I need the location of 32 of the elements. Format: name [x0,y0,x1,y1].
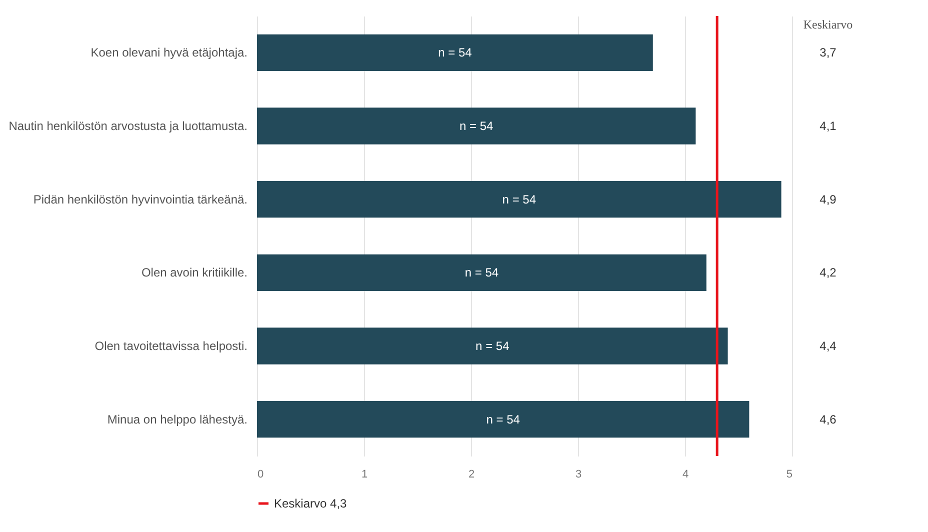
data-label: 4,4 [820,339,837,353]
y-tick-label: Olen avoin kritiikille. [141,266,248,280]
data-label: 4,9 [820,192,837,206]
annotation: n = 54 [464,266,499,280]
x-tick-label: 5 [786,468,792,480]
y-tick-label: Pidän henkilöstön hyvinvointia tärkeänä. [33,192,248,206]
data-label: 4,2 [820,266,837,280]
y-tick-label: Nautin henkilöstön arvostusta ja luottamusta. [8,119,248,133]
x-tick-label: 1 [361,468,368,480]
bar [257,254,706,291]
bar [257,34,653,71]
x-tick-label: 4 [682,468,689,480]
y-tick-label: Koen olevani hyvä etäjohtaja. [90,46,248,60]
x-tick-label: 0 [258,468,264,480]
text: Keskiarvo [803,18,853,32]
bar [257,328,728,364]
annotation: n = 54 [486,412,520,426]
legend-label: Keskiarvo 4,3 [274,496,348,510]
x-tick-label: 2 [468,468,475,480]
y-tick-label: Minua on helppo lähestyä. [107,412,248,426]
data-label: 4,6 [820,412,837,426]
x-tick-label: 3 [575,468,582,480]
data-label: 3,7 [820,46,837,60]
data-label: 4,1 [820,119,837,133]
y-tick-label: Olen tavoitettavissa helposti. [94,339,248,353]
annotation: n = 54 [460,119,494,133]
bar [257,401,750,438]
bar [257,181,782,218]
annotation: n = 54 [502,192,536,206]
annotation: n = 54 [476,339,510,353]
annotation: n = 54 [438,46,472,60]
bar [257,108,696,144]
